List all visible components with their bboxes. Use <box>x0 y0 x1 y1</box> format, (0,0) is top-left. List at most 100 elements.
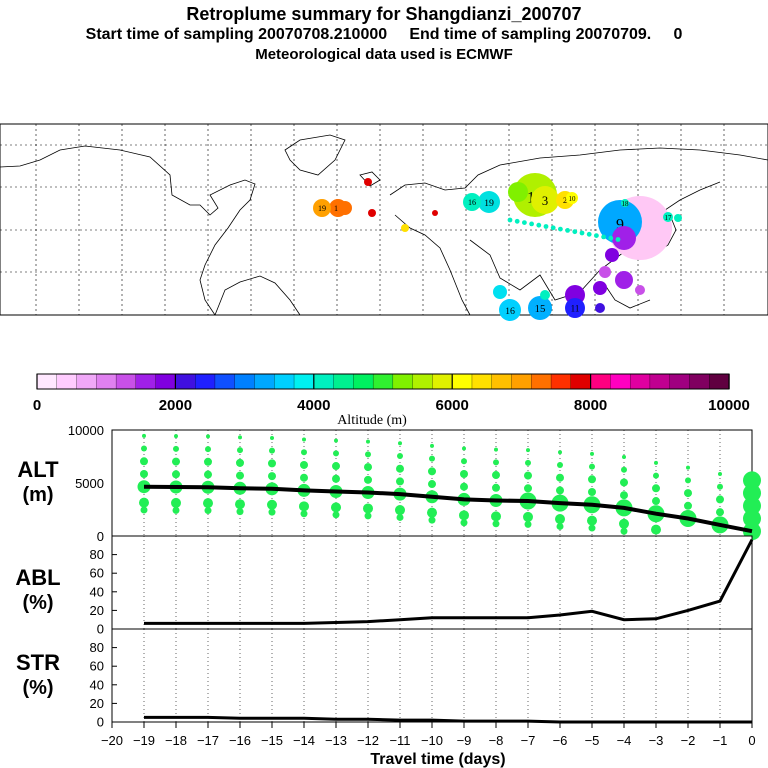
altitude-colorbar: 0 2000 4000 6000 8000 10000 Altitude (m) <box>33 373 750 428</box>
alt-cluster-dot <box>743 509 761 528</box>
alt-cluster-dot <box>589 463 595 470</box>
alt-cluster-dot <box>685 477 691 484</box>
x-tick-label: −5 <box>585 733 600 748</box>
plume-trajectory-point <box>550 225 556 231</box>
alt-cluster-dot <box>267 499 277 510</box>
abl-tick-label: 40 <box>90 584 104 599</box>
alt-cluster-dot <box>588 475 596 484</box>
alt-cluster-dot <box>587 515 597 526</box>
alt-cluster-dot <box>300 510 308 518</box>
alt-cluster-dot <box>172 457 180 466</box>
plume-trajectory-point <box>507 217 513 223</box>
plume-cluster <box>593 281 607 295</box>
colorbar-cell <box>195 373 216 390</box>
plume-cluster <box>674 214 682 222</box>
x-axis-ticks: −20 −19 −18 −17 −16 −15 −14 −13 −12 −11 −10 −9 −8 −7−… <box>101 722 756 748</box>
alt-cluster-dot <box>334 438 338 443</box>
colorbar-cell <box>491 373 513 390</box>
alt-cluster-dot <box>235 499 245 510</box>
colorbar-cell <box>135 373 157 390</box>
str-ticks: 80 60 40 20 0 <box>90 640 117 730</box>
alt-cluster-dot <box>268 459 276 468</box>
alt-cluster-dot <box>301 449 307 456</box>
plume-cluster-label: 17 <box>334 204 342 213</box>
alt-cluster-dot <box>236 508 244 516</box>
alt-cluster-dot <box>140 457 148 466</box>
plume-cluster-label: 19 <box>484 198 494 209</box>
alt-cluster-dot <box>590 451 594 456</box>
alt-cluster-dot <box>684 501 692 510</box>
plume-cluster <box>478 191 500 213</box>
abl-label: ABL <box>15 565 60 590</box>
alt-cluster-dot <box>459 510 469 521</box>
alt-unit: (m) <box>22 484 53 506</box>
plume-cluster <box>499 299 521 321</box>
alt-cluster-dot <box>622 455 626 460</box>
colorbar-cell <box>274 373 295 390</box>
alt-cluster-dot <box>300 460 308 469</box>
x-tick-label: −18 <box>165 733 187 748</box>
plume-cluster-label: 16 <box>468 198 476 207</box>
alt-cluster-dot <box>332 462 340 471</box>
coast-africa-west <box>394 214 471 316</box>
x-tick-label: −14 <box>293 733 315 748</box>
plume-cluster <box>493 285 507 299</box>
alt-cluster-dot <box>141 445 147 452</box>
coast-indonesia <box>604 284 651 309</box>
colorbar-tick-label: 8000 <box>574 397 607 414</box>
alt-cluster-dot <box>140 506 148 514</box>
alt-cluster-dot <box>302 437 306 442</box>
x-tick-label: −4 <box>617 733 632 748</box>
alt-cluster-dot <box>492 471 500 480</box>
plume-cluster-label: 16 <box>505 306 515 317</box>
plume-trajectory-point <box>529 221 534 227</box>
colorbar-cell <box>689 373 710 390</box>
plume-clusters: 9143210191617191115161817 <box>313 173 682 321</box>
alt-cluster-dot <box>743 484 761 503</box>
x-tick-label: −7 <box>521 733 536 748</box>
alt-cluster-dot <box>620 527 628 535</box>
alt-cluster-dot <box>718 471 722 476</box>
plume-cluster <box>531 186 559 214</box>
colorbar-cell <box>629 373 651 390</box>
alt-cluster-dot <box>236 458 244 467</box>
alt-cluster-dot <box>364 463 372 472</box>
colorbar-label: Altitude (m) <box>337 413 407 428</box>
alt-cluster-dot <box>331 502 341 513</box>
alt-cluster-dot <box>174 434 178 439</box>
alt-cluster-dot <box>619 518 629 529</box>
alt-cluster-dot <box>493 459 499 466</box>
alt-cluster-dot <box>588 488 596 497</box>
colorbar-tick-label: 0 <box>33 397 41 414</box>
alt-cluster-dot <box>524 520 532 528</box>
alt-cluster-dot <box>236 471 244 480</box>
alt-cluster-dot <box>494 447 498 452</box>
alt-cluster-dot <box>269 447 275 454</box>
colorbar-tick-label: 2000 <box>159 397 192 414</box>
coastlines <box>0 134 768 316</box>
x-tick-label: −11 <box>389 733 410 748</box>
colorbar-cell <box>392 373 414 390</box>
plume-cluster-label: 17 <box>665 214 673 222</box>
alt-cluster-dot <box>524 484 532 493</box>
alt-cluster-dot <box>717 483 723 490</box>
plume-trajectory-point <box>536 222 542 228</box>
alt-cluster-dot <box>364 512 372 520</box>
colorbar-cell <box>293 373 315 390</box>
colorbar-cells <box>36 373 730 390</box>
colorbar-cell <box>610 373 631 390</box>
plume-cluster <box>663 212 673 222</box>
alt-cluster-dot <box>556 486 564 495</box>
alt-cluster-dot <box>588 524 596 532</box>
alt-cluster-dot <box>397 452 403 459</box>
colorbar-cell <box>254 373 275 390</box>
colorbar-ticks: 0 2000 4000 6000 8000 10000 <box>33 374 750 414</box>
plume-cluster <box>401 224 409 232</box>
alt-cluster-dot <box>268 472 276 481</box>
alt-cluster-dot <box>172 470 180 479</box>
alt-cluster-dot <box>556 473 564 482</box>
alt-cluster-dot <box>428 516 436 524</box>
str-tick-label: 20 <box>90 696 104 711</box>
colorbar-cell <box>471 373 493 390</box>
alt-tick-0: 0 <box>97 529 104 544</box>
